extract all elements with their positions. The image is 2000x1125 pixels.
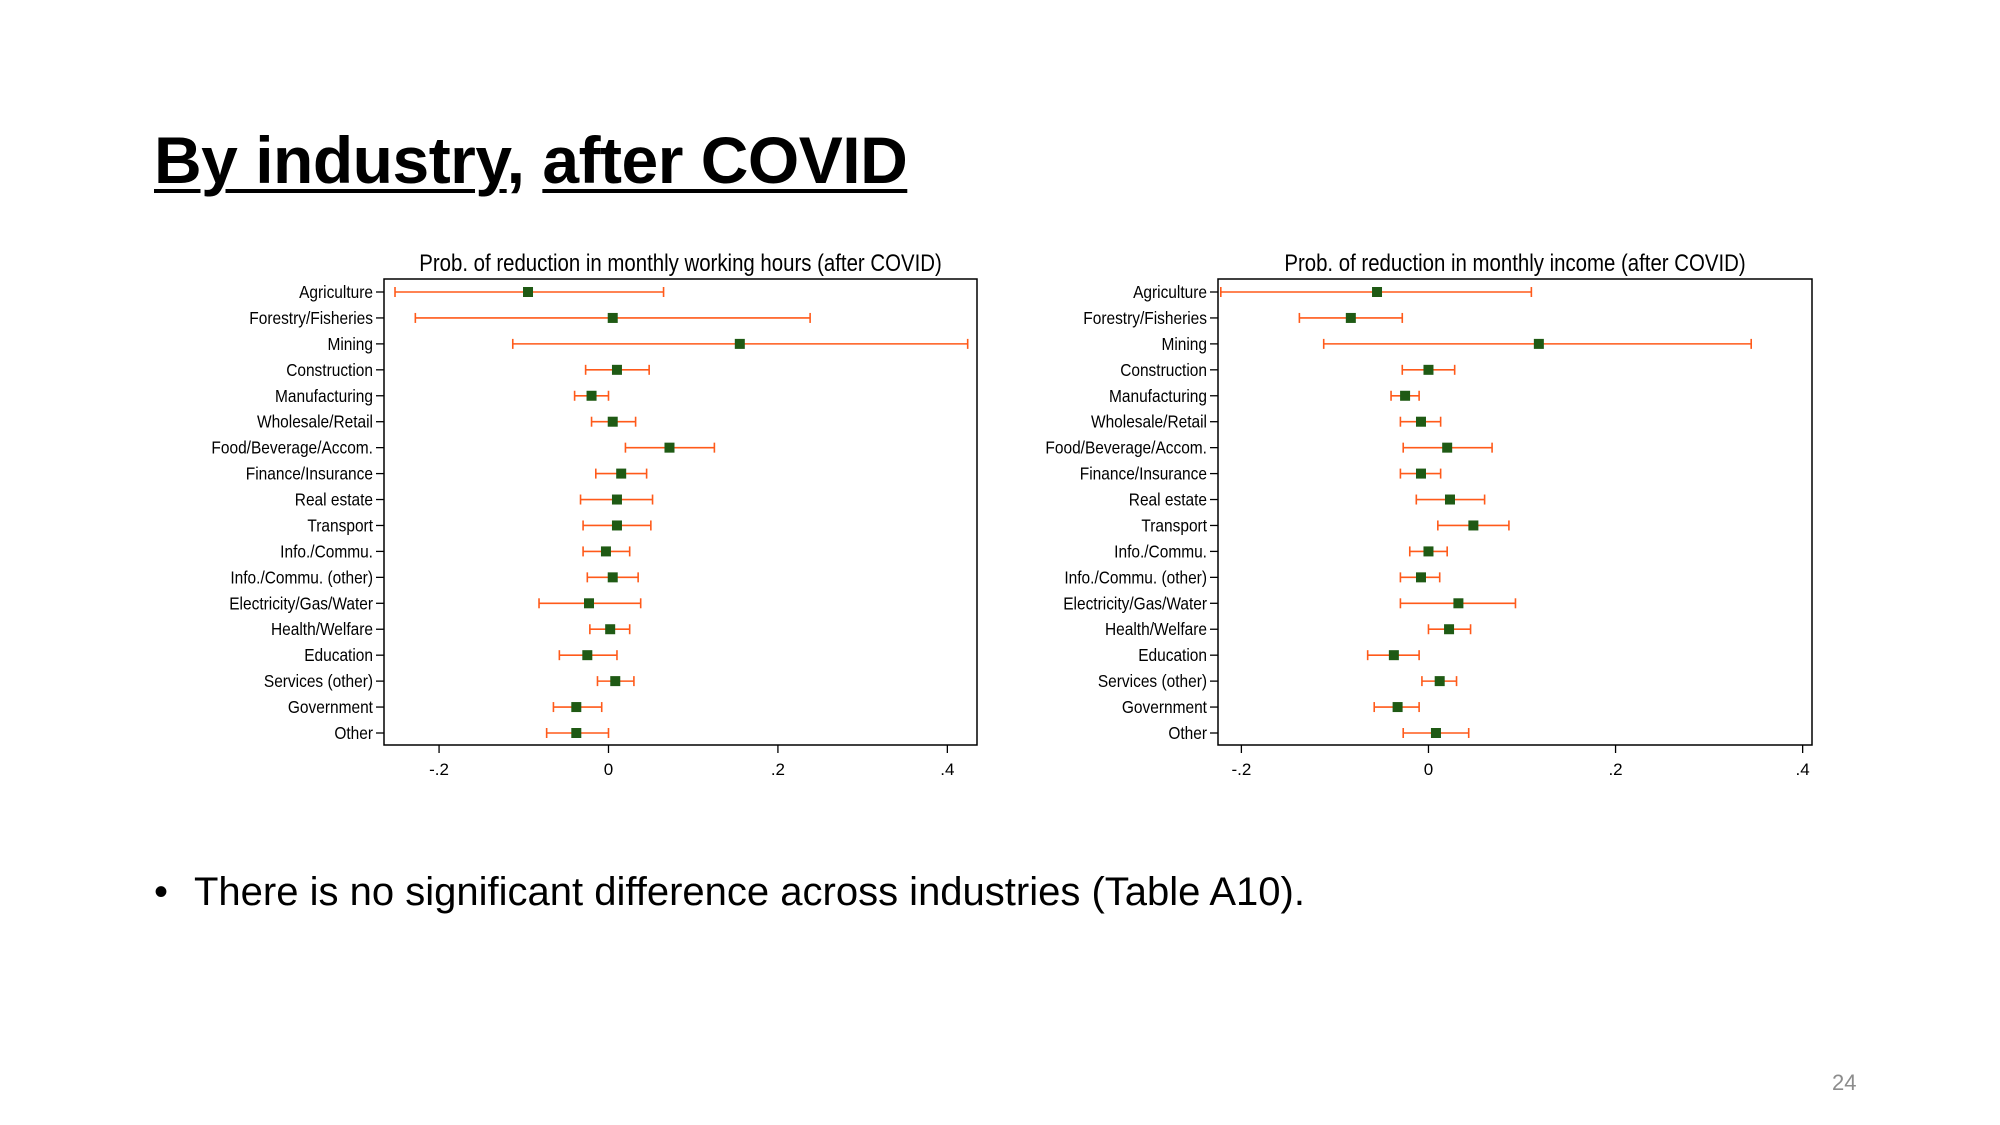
point-estimate	[605, 624, 616, 635]
point-estimate	[584, 598, 595, 609]
point-estimate	[1444, 624, 1455, 635]
y-tick-label: Real estate	[1129, 489, 1207, 509]
slide-title: By industry, after COVID	[154, 122, 908, 198]
point-estimate	[611, 494, 622, 505]
point-estimate	[607, 572, 618, 583]
y-tick-label: Government	[1122, 697, 1207, 717]
point-estimate	[582, 650, 593, 661]
bullet-text: There is no significant difference acros…	[194, 870, 1305, 914]
y-tick-label: Forestry/Fisheries	[1083, 308, 1207, 328]
point-estimate	[1423, 364, 1434, 375]
point-estimate	[611, 520, 622, 531]
point-estimate	[734, 338, 745, 349]
x-tick-label: .4	[1796, 760, 1810, 779]
point-estimate	[1423, 546, 1434, 557]
point-estimate	[1345, 312, 1356, 323]
point-estimate	[1430, 728, 1441, 738]
y-tick-label: Government	[288, 697, 373, 717]
point-estimate	[616, 468, 627, 479]
y-tick-label: Manufacturing	[1109, 386, 1207, 406]
page-number: 24	[1832, 1070, 1857, 1095]
y-tick-label: Wholesale/Retail	[1091, 412, 1207, 432]
point-estimate	[1415, 572, 1426, 583]
charts-canvas: Prob. of reduction in monthly working ho…	[211, 249, 1813, 779]
point-estimate	[1392, 702, 1403, 713]
plot-frame	[1217, 278, 1813, 746]
y-tick-label: Transport	[307, 515, 373, 535]
point-estimate	[611, 364, 622, 375]
y-tick-label: Education	[304, 645, 373, 665]
x-tick-label: 0	[1424, 760, 1433, 779]
x-tick-label: -.2	[1231, 760, 1251, 779]
y-tick-label: Other	[334, 723, 373, 743]
plot-frame	[383, 278, 978, 746]
y-tick-label: Other	[1168, 723, 1207, 743]
point-estimate	[1400, 390, 1411, 401]
y-tick-label: Services (other)	[264, 671, 373, 691]
y-tick-label: Education	[1138, 645, 1207, 665]
point-estimate	[600, 546, 611, 557]
y-tick-label: Health/Welfare	[271, 619, 373, 639]
y-tick-label: Construction	[286, 360, 373, 380]
y-tick-label: Info./Commu. (other)	[230, 567, 373, 587]
x-tick-label: -.2	[429, 760, 449, 779]
point-estimate	[523, 287, 534, 297]
y-tick-label: Agriculture	[1133, 282, 1207, 302]
point-estimate	[607, 312, 618, 323]
point-estimate	[571, 728, 582, 738]
title-separator: ,	[506, 123, 543, 197]
y-tick-label: Info./Commu.	[1114, 541, 1207, 561]
x-tick-label: .4	[940, 760, 954, 779]
x-tick-label: .2	[1608, 760, 1622, 779]
point-estimate	[1388, 650, 1399, 661]
y-tick-label: Electricity/Gas/Water	[229, 593, 373, 613]
y-tick-label: Finance/Insurance	[1080, 464, 1207, 484]
y-tick-label: Construction	[1120, 360, 1207, 380]
title-part-after-covid: after COVID	[542, 123, 908, 197]
point-estimate	[1442, 442, 1453, 453]
point-estimate	[1415, 468, 1426, 479]
point-estimate	[1453, 598, 1464, 609]
point-estimate	[664, 442, 675, 453]
point-estimate	[1468, 520, 1479, 531]
y-tick-label: Transport	[1141, 515, 1207, 535]
point-estimate	[1415, 416, 1426, 427]
y-tick-label: Real estate	[295, 489, 373, 509]
point-estimate	[1372, 287, 1383, 297]
point-estimate	[586, 390, 597, 401]
y-tick-label: Electricity/Gas/Water	[1063, 593, 1207, 613]
y-tick-label: Info./Commu. (other)	[1064, 567, 1207, 587]
y-tick-label: Food/Beverage/Accom.	[1045, 438, 1207, 458]
x-tick-label: 0	[604, 760, 613, 779]
point-estimate	[1434, 676, 1445, 687]
bullet-item: • There is no significant difference acro…	[154, 870, 1305, 915]
y-tick-label: Wholesale/Retail	[257, 412, 373, 432]
y-tick-label: Info./Commu.	[280, 541, 373, 561]
y-tick-label: Mining	[327, 334, 373, 354]
title-part-industry: By industry	[154, 123, 507, 197]
y-tick-label: Services (other)	[1098, 671, 1207, 691]
y-tick-label: Manufacturing	[275, 386, 373, 406]
y-tick-label: Food/Beverage/Accom.	[211, 438, 373, 458]
y-tick-label: Agriculture	[299, 282, 373, 302]
y-tick-label: Finance/Insurance	[246, 464, 373, 484]
bullet-dot-icon: •	[154, 870, 169, 914]
point-estimate	[607, 416, 618, 427]
y-tick-label: Forestry/Fisheries	[249, 308, 373, 328]
y-tick-label: Mining	[1161, 334, 1207, 354]
point-estimate	[1533, 338, 1544, 349]
chart-title: Prob. of reduction in monthly working ho…	[419, 249, 942, 276]
x-tick-label: .2	[771, 760, 785, 779]
chart-title: Prob. of reduction in monthly income (af…	[1284, 249, 1745, 276]
point-estimate	[610, 676, 621, 687]
point-estimate	[1444, 494, 1455, 505]
y-tick-label: Health/Welfare	[1105, 619, 1207, 639]
point-estimate	[571, 702, 582, 713]
